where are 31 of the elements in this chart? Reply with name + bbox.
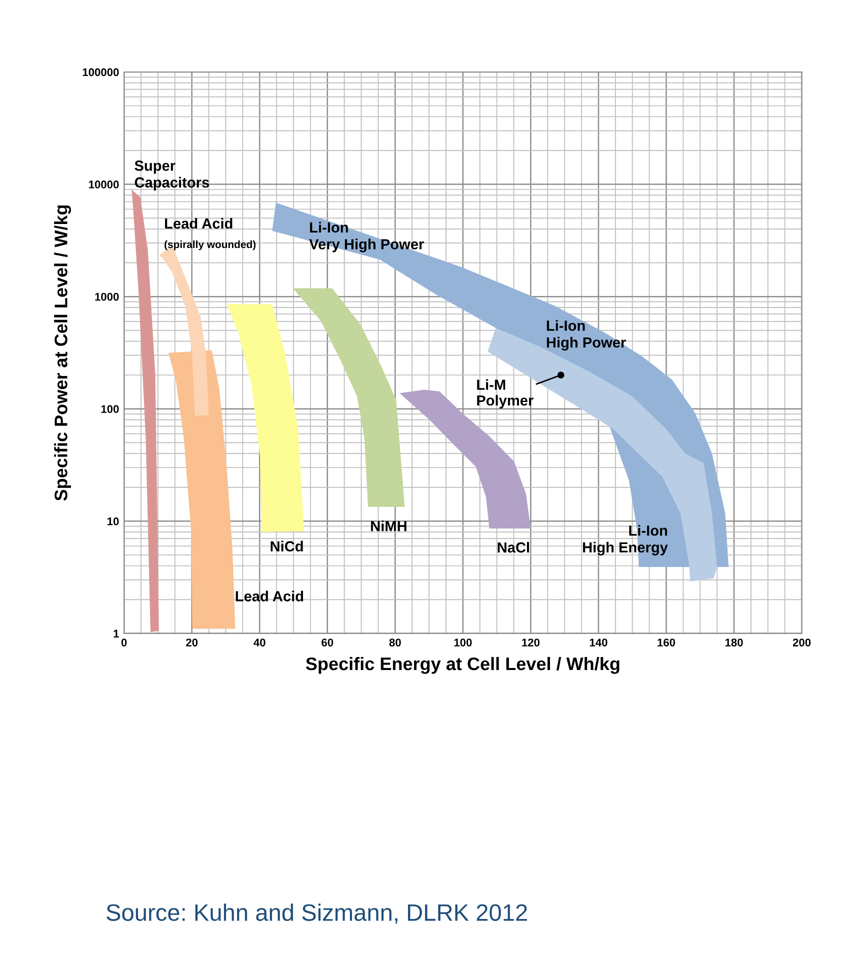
annotation: Li-Ion Very High Power xyxy=(309,222,424,252)
annotation: (spirally wounded) xyxy=(164,240,256,250)
x-tick-label: 120 xyxy=(522,638,540,646)
x-tick-label: 60 xyxy=(322,638,334,646)
y-tick-label: 1 xyxy=(114,630,119,638)
y-tick-label: 100 xyxy=(101,405,119,413)
annotation: NiMH xyxy=(371,520,406,532)
y-tick-label: 10 xyxy=(108,517,119,526)
x-tick-label: 80 xyxy=(389,638,401,646)
x-tick-label: 140 xyxy=(590,638,608,646)
annotation: Super Capacitors xyxy=(134,160,210,191)
annotation: Li-M Polymer xyxy=(477,379,534,409)
x-tick-label: 100 xyxy=(454,638,472,646)
x-tick-label: 180 xyxy=(725,638,743,646)
source-note: Source: Kuhn and Sizmann, DLRK 2012 xyxy=(106,904,527,924)
annotation: Li-Ion High Power xyxy=(546,320,626,351)
annotation: NaCl xyxy=(498,542,530,553)
x-tick-label: 160 xyxy=(658,638,676,646)
y-tick-label: 100000 xyxy=(82,68,119,76)
annotation: Lead Acid xyxy=(236,590,304,602)
x-axis-title: Specific Energy at Cell Level / Wh/kg xyxy=(306,656,620,674)
x-tick-label: 0 xyxy=(121,638,127,646)
y-tick-label: 10000 xyxy=(89,180,119,188)
annotation: Lead Acid xyxy=(165,218,232,229)
y-axis-title: Specific Power at Cell Level / W/kg xyxy=(54,205,72,501)
annotation: Li-Ion High Energy xyxy=(583,525,668,556)
x-tick-label: 40 xyxy=(254,638,266,646)
annotation: NiCd xyxy=(270,540,303,552)
x-tick-label: 200 xyxy=(792,638,811,646)
x-tick-label: 20 xyxy=(186,638,198,646)
y-tick-label: 1000 xyxy=(95,292,119,301)
